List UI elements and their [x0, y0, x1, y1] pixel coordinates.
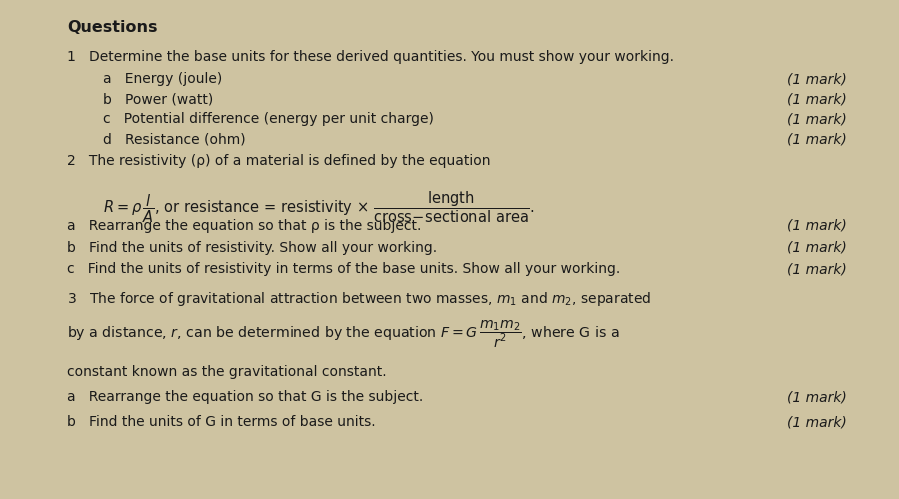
Text: b   Find the units of resistivity. Show all your working.: b Find the units of resistivity. Show al…	[67, 241, 438, 254]
Text: $R = \rho\,\dfrac{l}{A}$, or resistance = resistivity $\times$ $\dfrac{\rm lengt: $R = \rho\,\dfrac{l}{A}$, or resistance …	[103, 190, 535, 225]
Text: a   Rearrange the equation so that ρ is the subject.: a Rearrange the equation so that ρ is th…	[67, 219, 422, 233]
Text: constant known as the gravitational constant.: constant known as the gravitational cons…	[67, 365, 387, 379]
Text: by a distance, $r$, can be determined by the equation $F = G\,\dfrac{m_1 m_2}{r^: by a distance, $r$, can be determined by…	[67, 318, 620, 350]
Text: (1 mark): (1 mark)	[787, 112, 846, 126]
Text: (1 mark): (1 mark)	[787, 415, 846, 429]
Text: b   Find the units of G in terms of base units.: b Find the units of G in terms of base u…	[67, 415, 376, 429]
Text: (1 mark): (1 mark)	[787, 219, 846, 233]
Text: b   Power (watt): b Power (watt)	[103, 92, 214, 106]
Text: 3   The force of gravitational attraction between two masses, $m_1$ and $m_2$, s: 3 The force of gravitational attraction …	[67, 290, 652, 308]
Text: (1 mark): (1 mark)	[787, 132, 846, 146]
Text: a   Energy (joule): a Energy (joule)	[103, 72, 223, 86]
Text: c   Potential difference (energy per unit charge): c Potential difference (energy per unit …	[103, 112, 434, 126]
Text: (1 mark): (1 mark)	[787, 72, 846, 86]
Text: (1 mark): (1 mark)	[787, 92, 846, 106]
Text: 1   Determine the base units for these derived quantities. You must show your wo: 1 Determine the base units for these der…	[67, 50, 674, 64]
Text: (1 mark): (1 mark)	[787, 262, 846, 276]
Text: d   Resistance (ohm): d Resistance (ohm)	[103, 132, 246, 146]
Text: 2   The resistivity (ρ) of a material is defined by the equation: 2 The resistivity (ρ) of a material is d…	[67, 154, 491, 168]
Text: Questions: Questions	[67, 20, 158, 35]
Text: (1 mark): (1 mark)	[787, 390, 846, 404]
Text: a   Rearrange the equation so that G is the subject.: a Rearrange the equation so that G is th…	[67, 390, 423, 404]
Text: (1 mark): (1 mark)	[787, 241, 846, 254]
Text: c   Find the units of resistivity in terms of the base units. Show all your work: c Find the units of resistivity in terms…	[67, 262, 620, 276]
